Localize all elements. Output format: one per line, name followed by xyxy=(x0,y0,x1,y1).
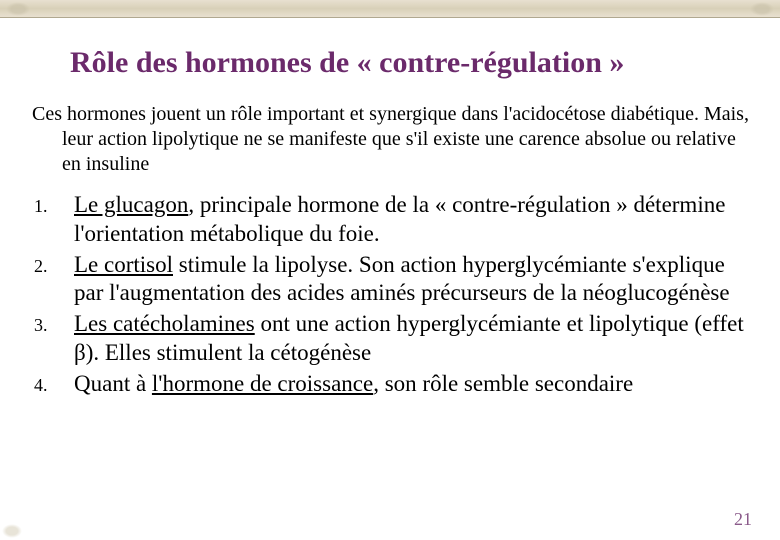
list-item: Quant à l'hormone de croissance, son rôl… xyxy=(60,370,752,399)
decorative-top-bar xyxy=(0,0,780,18)
list-item: Les catécholamines ont une action hyperg… xyxy=(60,310,752,368)
slide-title: Rôle des hormones de « contre-régulation… xyxy=(70,46,752,80)
list-item-prefix: Quant à xyxy=(74,371,152,396)
decorative-corner-icon xyxy=(2,524,22,538)
list-item-key: Le cortisol xyxy=(74,252,173,277)
list-item-key: Les catécholamines xyxy=(74,311,255,336)
list-item-key: l'hormone de croissance xyxy=(152,371,373,396)
list-item-key: Le glucagon xyxy=(74,192,188,217)
list-item: Le glucagon, principale hormone de la « … xyxy=(60,191,752,249)
list-item-text: , son rôle semble secondaire xyxy=(373,371,633,396)
slide-body: Rôle des hormones de « contre-régulation… xyxy=(0,18,780,398)
list-item-text: stimule la lipolyse. Son action hypergly… xyxy=(74,252,730,306)
page-number: 21 xyxy=(734,509,752,530)
intro-text: Ces hormones jouent un rôle important et… xyxy=(32,102,752,177)
numbered-list: Le glucagon, principale hormone de la « … xyxy=(28,191,752,398)
intro-paragraph: Ces hormones jouent un rôle important et… xyxy=(28,102,752,177)
list-item: Le cortisol stimule la lipolyse. Son act… xyxy=(60,251,752,309)
